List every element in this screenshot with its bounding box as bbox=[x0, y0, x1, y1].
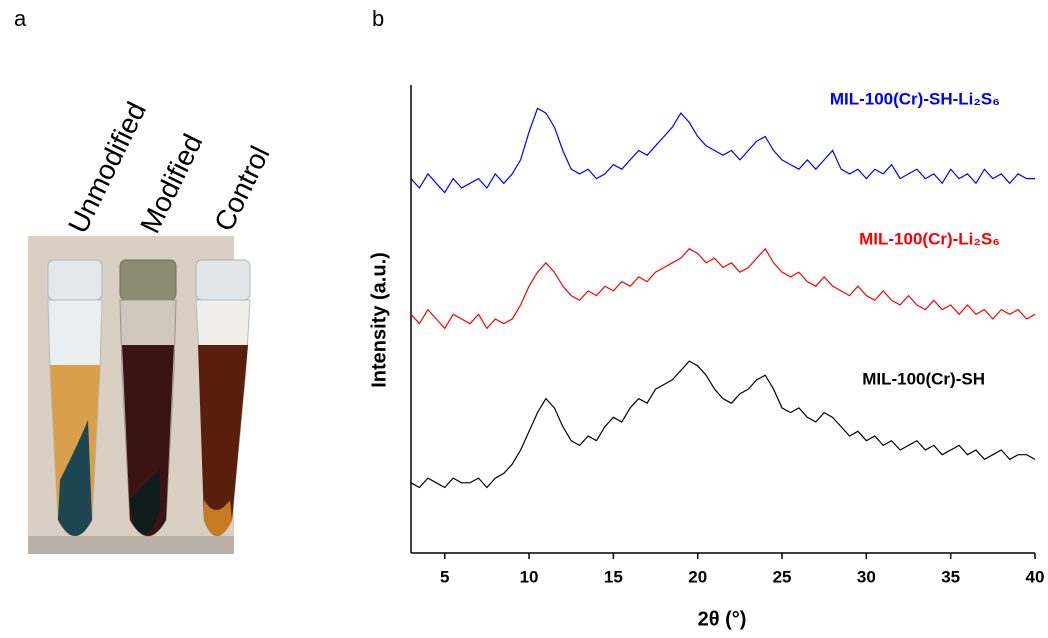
series-label: MIL-100(Cr)-SH-Li₂S₆ bbox=[830, 89, 1000, 108]
x-tick-label: 30 bbox=[857, 567, 876, 586]
x-axis-label: 2θ (°) bbox=[698, 608, 747, 630]
series-line bbox=[410, 360, 1036, 489]
series-line bbox=[410, 247, 1036, 330]
x-tick-label: 35 bbox=[941, 567, 960, 586]
series-line bbox=[410, 107, 1035, 194]
series-label: MIL-100(Cr)-Li₂S₆ bbox=[859, 229, 1000, 248]
panel-label: b bbox=[372, 6, 384, 31]
photo bbox=[28, 236, 251, 554]
photo-label: Control bbox=[208, 141, 275, 236]
x-tick-label: 25 bbox=[773, 567, 792, 586]
x-tick-label: 15 bbox=[604, 567, 623, 586]
x-tick-label: 5 bbox=[440, 567, 449, 586]
x-tick-label: 10 bbox=[520, 567, 539, 586]
series-label: MIL-100(Cr)-SH bbox=[862, 369, 985, 388]
x-tick-label: 20 bbox=[688, 567, 707, 586]
x-tick-label: 40 bbox=[1026, 567, 1045, 586]
y-axis-label: Intensity (a.u.) bbox=[368, 252, 390, 388]
photo-label: Modified bbox=[134, 129, 208, 238]
panel-label: a bbox=[14, 6, 27, 31]
